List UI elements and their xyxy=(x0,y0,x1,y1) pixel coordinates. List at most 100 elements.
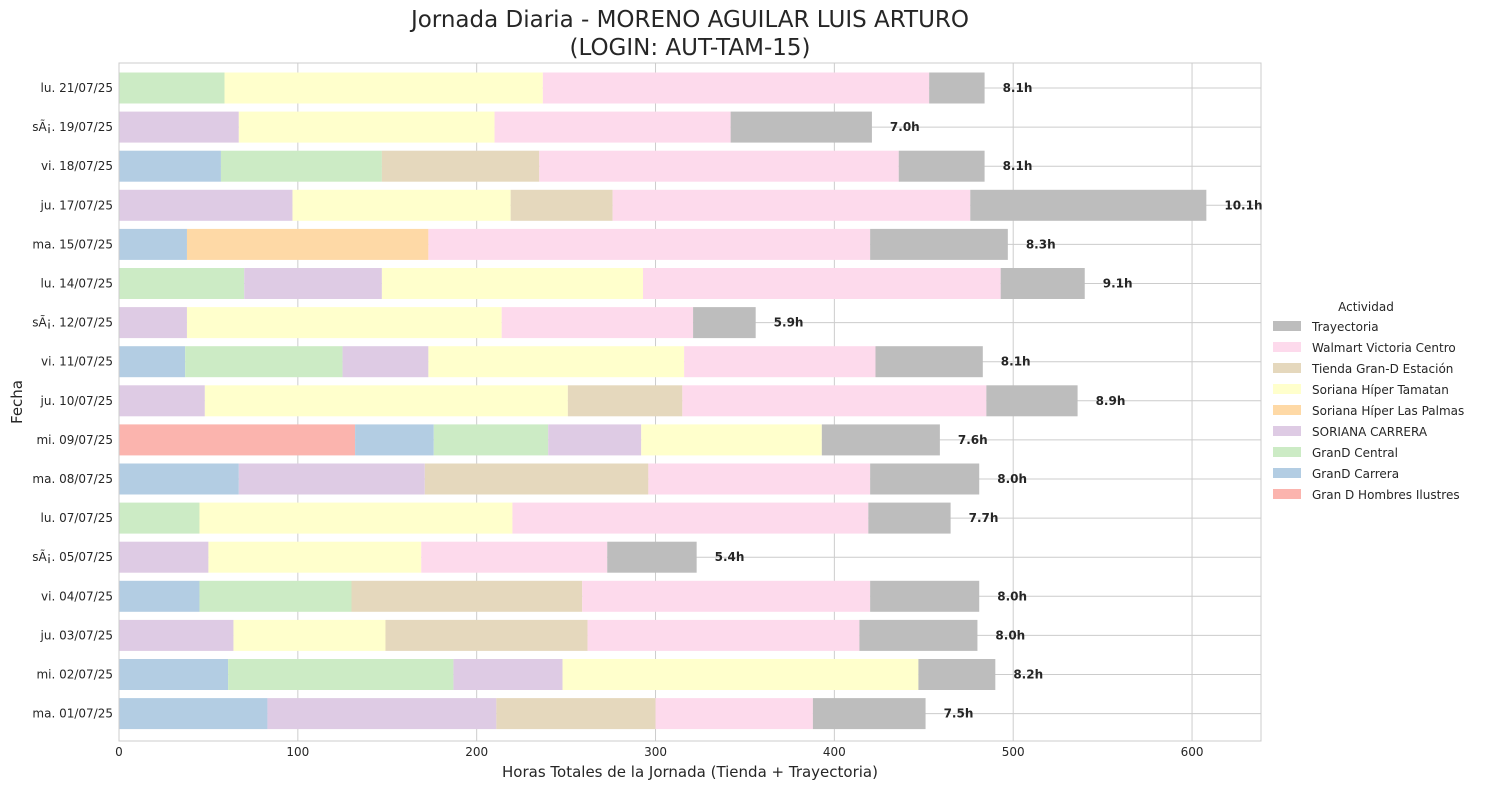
legend: Actividad Trayectoria Walmart Victoria Ce… xyxy=(1273,300,1464,502)
x-tick-label: 600 xyxy=(1181,745,1204,759)
y-tick-label: ju. 17/07/25 xyxy=(40,198,113,212)
x-axis-label: Horas Totales de la Jornada (Tienda + Tr… xyxy=(502,763,878,781)
bar-segment-gran-d-hombres-ilustres xyxy=(119,424,356,456)
legend-label-trayectoria: Trayectoria xyxy=(1311,320,1379,334)
bar-segment-soriana-hiper-tamatan xyxy=(208,541,422,573)
bar-total-label: 8.3h xyxy=(1026,237,1056,251)
bar-segment-walmart-victoria-centro xyxy=(612,189,971,221)
x-tick-label: 300 xyxy=(644,745,667,759)
x-tick-label: 500 xyxy=(1002,745,1025,759)
bar-total-label: 7.5h xyxy=(944,707,974,721)
bar-segment-walmart-victoria-centro xyxy=(582,580,871,612)
bar-total-label: 8.2h xyxy=(1013,668,1043,682)
bar-segment-trayectoria xyxy=(730,111,872,143)
bar-segment-trayectoria xyxy=(693,307,756,339)
bar-segment-walmart-victoria-centro xyxy=(655,698,813,730)
bar-segment-grand-central xyxy=(119,268,245,299)
bar-segment-tienda-gran-d-estacion xyxy=(385,619,588,651)
bar-segment-walmart-victoria-centro xyxy=(684,346,876,378)
legend-label-tienda-gran-d-estacion: Tienda Gran-D Estación xyxy=(1311,362,1453,376)
y-tick-labels: lu. 21/07/25 sÃ¡. 19/07/25 vi. 18/07/25 ju.… xyxy=(32,81,113,721)
y-axis-label: Fecha xyxy=(8,380,26,424)
bar-segment-soriana-hiper-tamatan xyxy=(204,385,568,417)
bars-group xyxy=(119,72,1207,730)
bar-segment-trayectoria xyxy=(986,385,1078,417)
bar-segment-soriana-carrera xyxy=(119,385,205,417)
bar-total-label: 8.9h xyxy=(1096,394,1126,408)
legend-swatch-tienda-gran-d-estacion xyxy=(1273,363,1301,373)
y-tick-label: ju. 10/07/25 xyxy=(40,394,113,408)
bar-segment-soriana-carrera xyxy=(238,463,425,495)
bar-segment-walmart-victoria-centro xyxy=(643,268,1001,299)
bar-segment-soriana-carrera xyxy=(548,424,642,456)
bar-segment-walmart-victoria-centro xyxy=(539,150,899,182)
y-tick-label: lu. 21/07/25 xyxy=(41,81,113,95)
bar-segment-trayectoria xyxy=(870,463,980,495)
legend-label-soriana-hiper-tamatan: Soriana Híper Tamatan xyxy=(1312,383,1449,397)
x-tick-label: 0 xyxy=(115,745,123,759)
legend-title: Actividad xyxy=(1338,300,1394,314)
bar-segment-trayectoria xyxy=(868,502,951,534)
y-tick-label: mi. 02/07/25 xyxy=(36,668,113,682)
bar-segment-trayectoria xyxy=(607,541,697,573)
bar-segment-soriana-carrera xyxy=(119,619,234,651)
bar-segment-grand-central xyxy=(228,659,454,690)
y-tick-label: vi. 04/07/25 xyxy=(41,589,113,603)
bar-segment-trayectoria xyxy=(929,72,985,104)
bar-segment-soriana-hiper-tamatan xyxy=(233,619,386,651)
bar-segment-trayectoria xyxy=(918,659,996,690)
bar-segment-soriana-hiper-tamatan xyxy=(199,502,513,534)
bar-segment-grand-central xyxy=(185,346,343,378)
bar-total-label: 7.0h xyxy=(890,120,920,134)
y-tick-label: lu. 14/07/25 xyxy=(41,277,113,291)
bar-segment-soriana-carrera xyxy=(453,659,563,690)
y-tick-label: sÃ¡. 19/07/25 xyxy=(32,119,113,134)
legend-label-gran-d-hombres-ilustres: Gran D Hombres Ilustres xyxy=(1312,488,1460,502)
bar-segment-trayectoria xyxy=(870,228,1008,260)
y-tick-label: mi. 09/07/25 xyxy=(36,433,113,447)
legend-swatch-grand-carrera xyxy=(1273,468,1301,478)
bar-segment-trayectoria xyxy=(1000,268,1085,299)
bar-segment-tienda-gran-d-estacion xyxy=(424,463,649,495)
legend-swatch-grand-central xyxy=(1273,447,1301,457)
legend-swatch-soriana-hiper-tamatan xyxy=(1273,384,1301,394)
bar-segment-walmart-victoria-centro xyxy=(428,228,871,260)
bar-segment-trayectoria xyxy=(898,150,985,182)
bar-segment-grand-carrera xyxy=(119,228,187,260)
legend-swatch-trayectoria xyxy=(1273,321,1301,331)
bar-total-label: 7.7h xyxy=(969,511,999,525)
legend-label-walmart-victoria-centro: Walmart Victoria Centro xyxy=(1312,341,1456,355)
bar-segment-soriana-carrera xyxy=(119,111,239,143)
legend-label-soriana-carrera: SORIANA CARRERA xyxy=(1312,425,1428,439)
bar-total-label: 8.0h xyxy=(997,589,1027,603)
bar-segment-grand-carrera xyxy=(119,580,200,612)
bar-segment-walmart-victoria-centro xyxy=(494,111,731,143)
y-tick-label: sÃ¡. 12/07/25 xyxy=(32,315,113,330)
y-tick-label: ju. 03/07/25 xyxy=(40,628,113,642)
bar-segment-grand-carrera xyxy=(119,698,268,730)
x-tick-label: 200 xyxy=(465,745,488,759)
bar-segment-trayectoria xyxy=(875,346,983,378)
bar-segment-soriana-carrera xyxy=(119,189,293,221)
y-tick-label: lu. 07/07/25 xyxy=(41,511,113,525)
bar-segment-grand-central xyxy=(199,580,352,612)
chart-title-line-1: Jornada Diaria - MORENO AGUILAR LUIS ART… xyxy=(409,7,969,33)
legend-label-grand-central: GranD Central xyxy=(1312,446,1398,460)
bar-segment-grand-central xyxy=(220,150,382,182)
bar-segment-walmart-victoria-centro xyxy=(512,502,869,534)
bar-total-label: 8.1h xyxy=(1003,159,1033,173)
bar-segment-trayectoria xyxy=(812,698,926,730)
y-tick-label: ma. 01/07/25 xyxy=(32,707,113,721)
bar-segment-tienda-gran-d-estacion xyxy=(510,189,613,221)
legend-label-grand-carrera: GranD Carrera xyxy=(1312,467,1399,481)
y-tick-label: ma. 15/07/25 xyxy=(32,237,113,251)
legend-items: Trayectoria Walmart Victoria Centro Tienda… xyxy=(1273,320,1464,502)
bar-segment-trayectoria xyxy=(870,580,980,612)
bar-segment-trayectoria xyxy=(821,424,940,456)
bar-segment-walmart-victoria-centro xyxy=(542,72,930,104)
bar-segment-trayectoria xyxy=(970,189,1207,221)
bar-total-label: 8.1h xyxy=(1001,355,1031,369)
y-tick-label: ma. 08/07/25 xyxy=(32,472,113,486)
bar-segment-soriana-hiper-las-palmas xyxy=(186,228,429,260)
